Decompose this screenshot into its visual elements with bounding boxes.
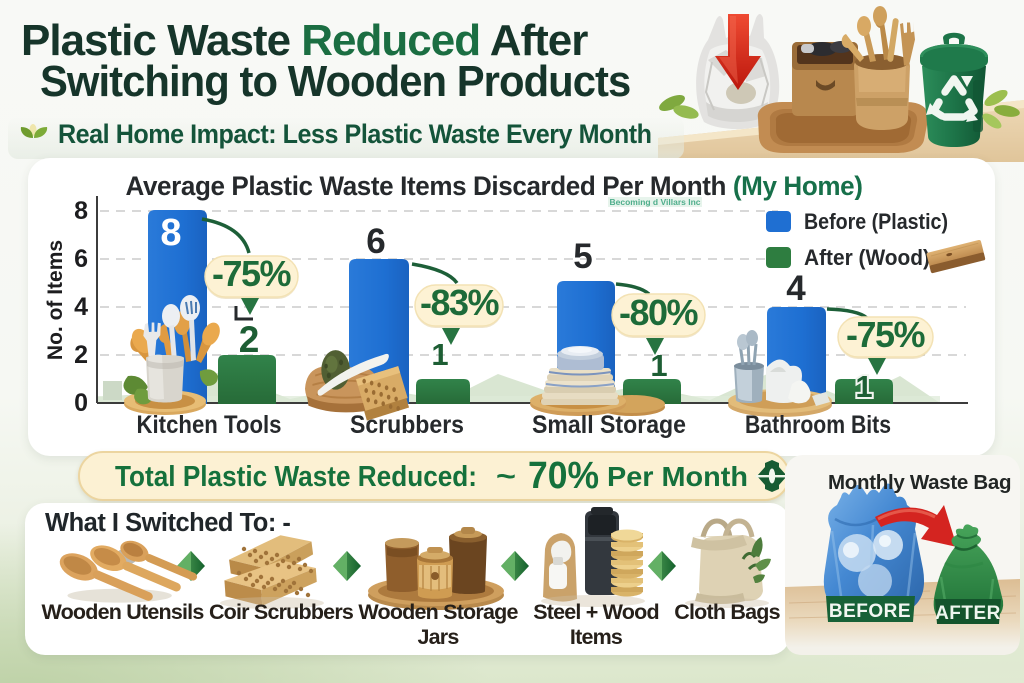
svg-text:Per Month: Per Month: [607, 461, 748, 492]
svg-text:1: 1: [650, 348, 667, 383]
svg-text:BEFORE: BEFORE: [829, 601, 911, 622]
svg-text:Kitchen Tools: Kitchen Tools: [137, 411, 282, 439]
svg-text:-83%: -83%: [420, 282, 500, 323]
svg-text:-75%: -75%: [846, 314, 926, 355]
svg-text:2: 2: [239, 319, 260, 360]
svg-text:1: 1: [431, 337, 448, 372]
svg-text:Scrubbers: Scrubbers: [350, 411, 464, 439]
svg-text:Total Plastic Waste Reduced:: Total Plastic Waste Reduced:: [115, 461, 477, 493]
svg-text:-75%: -75%: [212, 253, 292, 294]
svg-text:4: 4: [74, 293, 88, 321]
svg-text:6: 6: [74, 245, 88, 273]
svg-text:6: 6: [366, 222, 385, 261]
svg-text:Small Storage: Small Storage: [532, 411, 686, 439]
svg-text:5: 5: [573, 237, 592, 276]
svg-text:~: ~: [496, 461, 516, 493]
svg-text:8: 8: [160, 212, 181, 254]
svg-text:No. of Items: No. of Items: [44, 240, 67, 360]
svg-text:4: 4: [786, 269, 806, 308]
svg-text:70%: 70%: [528, 455, 599, 497]
svg-text:Average Plastic Waste Items Di: Average Plastic Waste Items Discarded Pe…: [126, 171, 863, 201]
svg-text:Becoming d Villars Inc: Becoming d Villars Inc: [609, 197, 700, 207]
svg-text:After (Wood): After (Wood): [804, 245, 930, 270]
svg-text:Before (Plastic): Before (Plastic): [804, 209, 948, 234]
svg-text:0: 0: [74, 389, 88, 417]
svg-text:1: 1: [855, 369, 872, 404]
svg-text:AFTER: AFTER: [935, 603, 1001, 624]
svg-text:8: 8: [74, 197, 88, 225]
svg-text:2: 2: [74, 341, 88, 369]
svg-text:-80%: -80%: [619, 292, 699, 333]
svg-text:Bathroom Bits: Bathroom Bits: [745, 411, 891, 439]
